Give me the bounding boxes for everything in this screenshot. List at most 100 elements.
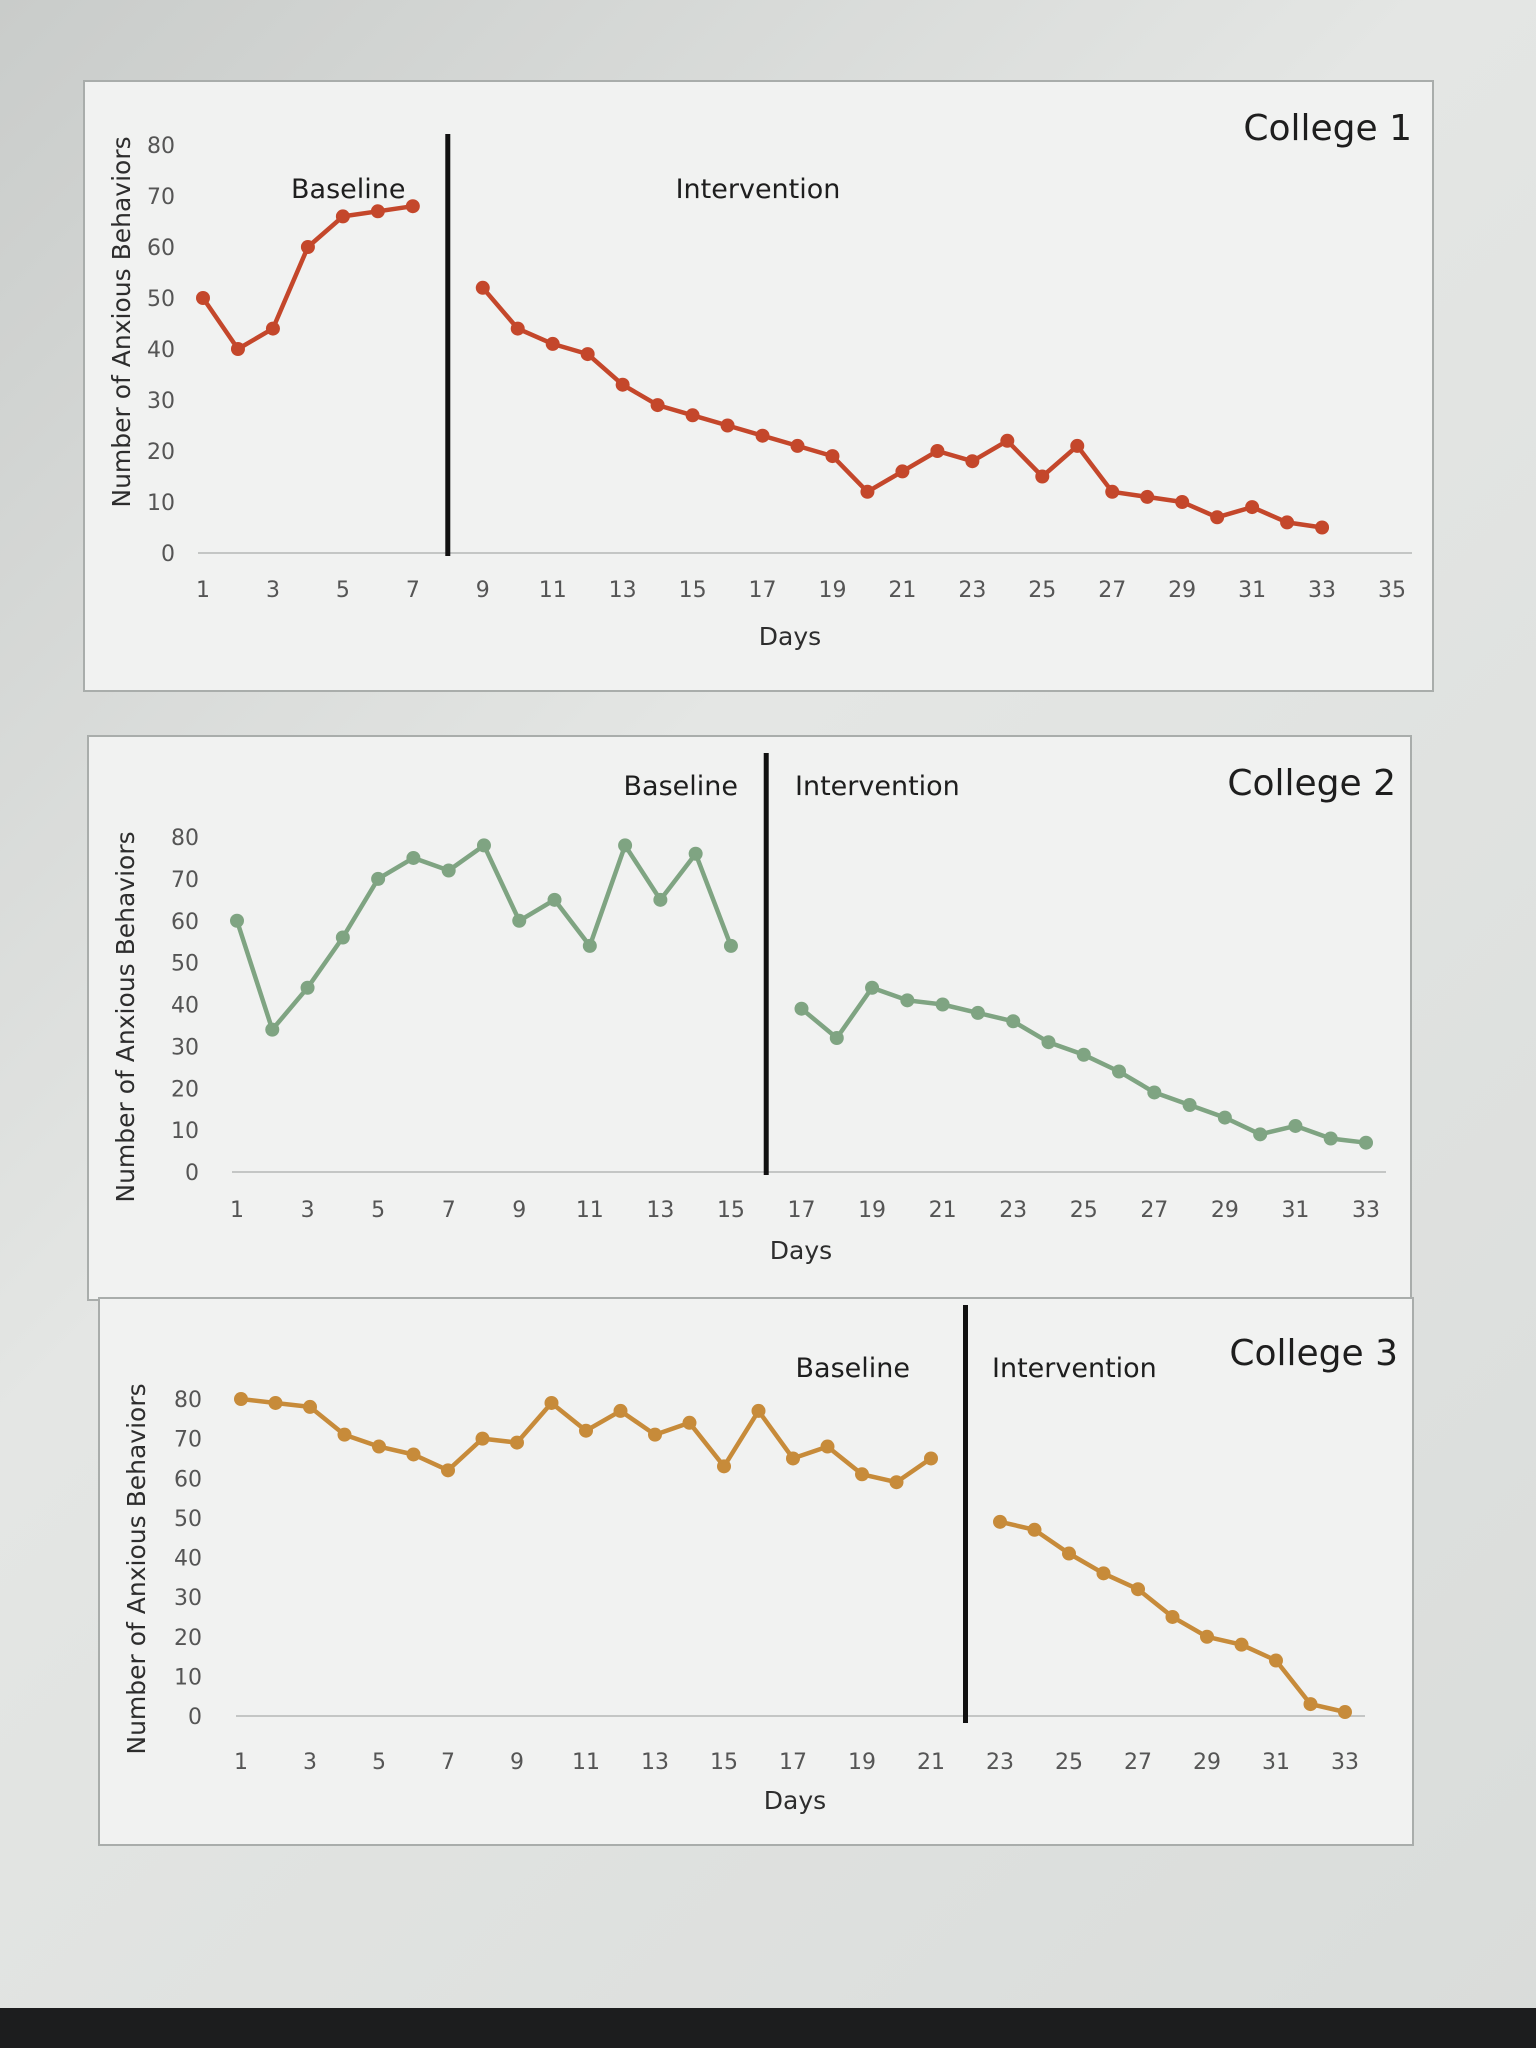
y-tick-label: 70 [147,185,175,210]
data-point [1338,1705,1352,1720]
data-point [1359,1135,1373,1150]
data-point [510,1435,524,1450]
data-point [751,1403,766,1418]
x-tick-label: 9 [476,578,490,603]
x-tick-label: 11 [576,1198,604,1223]
data-point [300,980,315,995]
data-point [900,993,915,1008]
data-point [582,938,597,953]
phase-label-intervention: Intervention [676,174,841,205]
x-tick-label: 23 [999,1198,1027,1223]
phase-label-intervention: Intervention [992,1353,1157,1384]
x-tick-label: 3 [303,1750,317,1775]
x-tick-label: 33 [1331,1750,1359,1775]
data-point [860,484,875,499]
y-tick-label: 80 [174,1388,202,1413]
chart-panel-college-1: 0 10 20 30 40 50 60 70 80 1 3 5 7 9 11 13 15 17 19 21 23 25 27… [83,80,1434,692]
data-point [1070,438,1085,453]
x-tick-label: 27 [1124,1750,1152,1775]
data-point [618,838,633,853]
data-point [1000,433,1015,448]
data-point [230,913,244,928]
data-point [545,336,560,351]
x-axis-label: Days [759,622,821,651]
x-tick-label: 7 [442,1198,456,1223]
x-tick-label: 9 [512,1198,526,1223]
data-point [1006,1014,1021,1029]
x-tick-label: 29 [1168,578,1196,603]
data-point [682,1415,697,1430]
x-tick-label: 23 [958,578,986,603]
data-point [825,449,840,464]
data-point [1147,1085,1162,1100]
data-point [230,342,245,356]
data-point [337,1427,352,1442]
y-tick-label: 40 [174,1547,202,1572]
series-line-baseline [200,203,416,352]
data-point [1035,469,1050,484]
data-point [1076,1047,1091,1062]
x-tick-label: 13 [609,578,637,603]
data-point [688,846,703,861]
x-tick-label: 9 [510,1750,524,1775]
x-tick-label: 29 [1193,1750,1221,1775]
x-tick-label: 21 [917,1750,945,1775]
y-axis-label: Number of Anxious Behaviors [122,1383,151,1754]
x-tick-label: 5 [371,1198,385,1223]
data-point [820,1439,835,1454]
chart-title: College 1 [1243,108,1412,149]
data-point [829,1031,844,1045]
data-point [441,1463,455,1478]
y-tick-label: 20 [147,440,175,465]
chart-title: College 2 [1227,763,1396,804]
data-point [1175,495,1190,509]
series-line-baseline [234,843,734,1032]
data-point [895,464,910,479]
data-point [1041,1035,1056,1050]
x-tick-label: 15 [679,578,707,603]
data-point [1182,1098,1197,1112]
data-point [303,1399,317,1414]
data-point [1280,515,1295,530]
data-point [648,1427,662,1442]
data-point [924,1451,938,1466]
data-point [720,418,735,433]
data-point [370,204,385,219]
x-tick-label: 5 [336,578,350,603]
y-tick-label: 70 [174,1428,202,1453]
x-tick-label: 17 [788,1198,816,1223]
phase-label-baseline: Baseline [796,1353,910,1384]
y-tick-label: 70 [171,868,199,893]
data-point [405,199,420,214]
data-point [1210,510,1225,525]
x-tick-label: 7 [441,1750,455,1775]
data-point [580,347,595,362]
data-point [1245,500,1260,515]
data-point [755,428,770,443]
data-point [406,1447,421,1462]
data-point [475,280,490,295]
y-tick-label: 20 [171,1077,199,1102]
data-point [790,438,805,453]
data-point [335,209,350,224]
y-tick-label: 60 [174,1467,202,1492]
y-tick-label: 50 [174,1507,202,1532]
y-tick-label: 0 [188,1705,202,1730]
data-point [855,1467,869,1482]
data-point [965,454,980,469]
x-tick-label: 13 [646,1198,674,1223]
data-point [1131,1582,1145,1597]
x-tick-label: 1 [230,1198,244,1223]
data-point [889,1475,904,1490]
y-tick-label: 40 [171,994,199,1019]
data-point [300,240,315,254]
phase-label-baseline: Baseline [291,174,405,205]
series-line-intervention [480,285,1325,530]
data-point [579,1423,593,1438]
x-tick-label: 11 [572,1750,600,1775]
x-tick-label: 11 [539,578,567,603]
x-tick-label: 3 [266,578,280,603]
